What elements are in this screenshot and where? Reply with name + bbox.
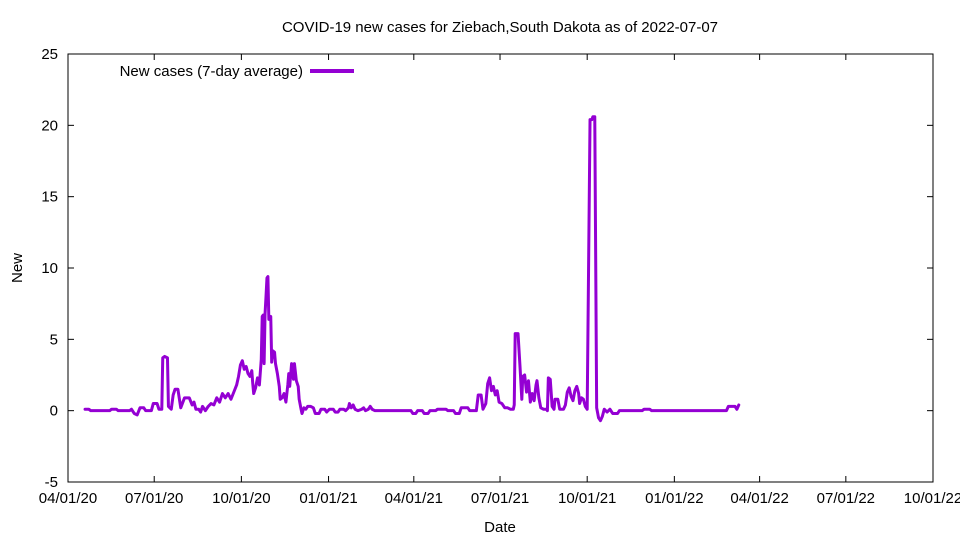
x-tick-label: 04/01/22 — [730, 490, 788, 507]
y-tick-label: 20 — [41, 117, 58, 134]
series-layer — [83, 115, 741, 423]
y-tick-label: 15 — [41, 189, 58, 206]
y-tick-label: 0 — [50, 403, 58, 420]
x-axis-label: Date — [484, 519, 516, 536]
y-tick-label: 5 — [50, 331, 58, 348]
legend-label: New cases (7-day average) — [120, 63, 303, 80]
axis-ticks: -5 0 5 10 15 20 25 04/01/20 07/01/20 10/01/20 01/0… — [39, 46, 960, 507]
plot-frame — [67, 53, 934, 483]
x-tick-label: 10/01/21 — [558, 490, 616, 507]
chart-title: COVID-19 new cases for Ziebach,South Dak… — [282, 19, 718, 36]
series-line — [83, 115, 741, 423]
y-tick-label: 25 — [41, 46, 58, 63]
x-tick-label: 07/01/22 — [817, 490, 875, 507]
x-tick-label: 10/01/20 — [212, 490, 270, 507]
x-tick-label: 04/01/20 — [39, 490, 97, 507]
x-tick-label: 01/01/21 — [299, 490, 357, 507]
legend: New cases (7-day average) — [120, 63, 354, 80]
x-tick-label: 04/01/21 — [385, 490, 443, 507]
x-tick-label: 07/01/21 — [471, 490, 529, 507]
x-tick-label: 01/01/22 — [645, 490, 703, 507]
y-tick-label: 10 — [41, 260, 58, 277]
x-tick-label: 07/01/20 — [125, 490, 183, 507]
y-axis-label: New — [9, 253, 26, 283]
x-tick-label: 10/01/22 — [904, 490, 960, 507]
y-tick-label: -5 — [45, 474, 58, 491]
